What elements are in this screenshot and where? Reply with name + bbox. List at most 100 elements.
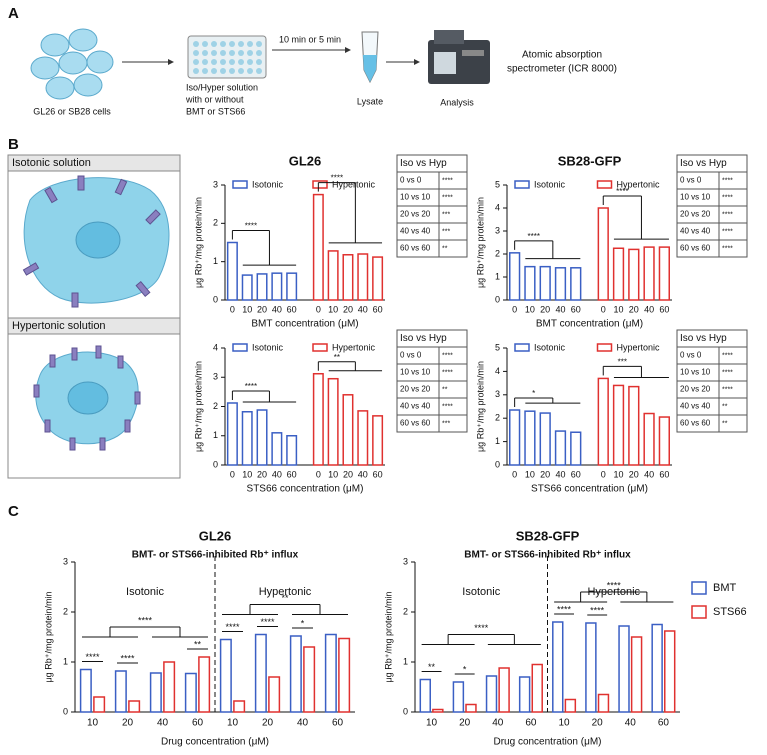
bar	[658, 416, 671, 466]
x-tick-label: 40	[555, 304, 565, 314]
bar	[570, 431, 582, 466]
table-text: ****	[722, 386, 733, 393]
y-tick-label: 1	[213, 256, 218, 266]
significance-label: *	[463, 664, 467, 674]
plate-icon	[187, 35, 267, 79]
chart-subtitle: BMT- or STS66-inhibited Rb⁺ influx	[132, 550, 299, 561]
x-tick-label: 20	[540, 304, 550, 314]
legend-swatch	[312, 343, 328, 352]
significance-label: **	[281, 593, 289, 603]
bar	[254, 633, 267, 713]
bar	[256, 273, 268, 301]
time-text: 10 min or 5 min	[279, 34, 341, 44]
x-tick-label: 40	[358, 304, 368, 314]
y-tick-label: 2	[495, 248, 500, 258]
bar	[539, 265, 551, 301]
x-tick-label: 40	[157, 718, 169, 729]
table-text: 0 vs 0	[680, 176, 702, 185]
bar	[643, 412, 655, 466]
y-axis-label: μg Rb⁺/mg protein/min	[193, 197, 203, 288]
x-tick-label: 60	[525, 718, 537, 729]
y-tick-label: 1	[403, 656, 408, 666]
table-header: Iso vs Hyp	[680, 158, 727, 169]
instrument-text: Atomic absorption	[522, 50, 602, 61]
bar	[531, 663, 543, 713]
x-tick-label: 60	[373, 469, 383, 479]
table-text: 40 vs 40	[400, 402, 431, 411]
legend-swatch	[691, 581, 707, 595]
x-tick-label: 0	[230, 304, 235, 314]
instrument-text: spectrometer (ICR 8000)	[507, 64, 617, 75]
bar	[357, 410, 369, 466]
bar	[342, 394, 354, 466]
illustration-header	[7, 154, 181, 172]
x-tick-label: 40	[297, 718, 309, 729]
x-tick-label: 60	[192, 718, 204, 729]
x-tick-label: 0	[316, 304, 321, 314]
legend-label: Isotonic	[252, 342, 284, 352]
bar	[163, 661, 176, 713]
x-axis-label: STS66 concentration (μM)	[531, 484, 648, 495]
table-text: 10 vs 10	[400, 368, 431, 377]
significance-label: ****	[120, 653, 135, 663]
bar	[184, 672, 197, 713]
y-tick-label: 4	[495, 366, 500, 376]
table-text: ****	[722, 228, 733, 235]
legend-label: Hypertonic	[332, 179, 376, 189]
significance-label: ****	[245, 382, 257, 391]
significance-label: ****	[138, 615, 153, 625]
table-text: ****	[442, 194, 453, 201]
x-axis-label: Drug concentration (μM)	[493, 737, 601, 748]
illustration-title: Hypertonic solution	[12, 320, 106, 332]
y-tick-label: 0	[63, 706, 68, 716]
x-tick-label: 10	[559, 718, 571, 729]
cells-icon	[30, 28, 114, 100]
bar	[271, 432, 283, 466]
illustration-title: Isotonic solution	[12, 157, 91, 169]
nucleus	[67, 381, 109, 415]
table-text: ****	[442, 369, 453, 376]
table-text: ****	[442, 403, 453, 410]
table-text: ***	[442, 211, 450, 218]
x-tick-label: 10	[525, 469, 535, 479]
panel-label: A	[8, 5, 19, 22]
chart-title: SB28-GFP	[558, 153, 622, 168]
bar	[518, 676, 531, 713]
table-cell	[438, 239, 468, 258]
y-axis-label: μg Rb⁺/mg protein/min	[475, 197, 485, 288]
table-text: 60 vs 60	[680, 419, 711, 428]
y-tick-label: 2	[63, 606, 68, 616]
legend-swatch	[232, 180, 248, 189]
solution-text: BMT or STS66	[186, 106, 245, 116]
bar	[570, 267, 582, 301]
bar	[597, 207, 609, 301]
bar	[539, 412, 551, 466]
cells-text: GL26 or SB28 cells	[33, 106, 111, 116]
tube-icon	[361, 31, 379, 84]
analysis-text: Analysis	[440, 97, 474, 107]
x-tick-label: 60	[332, 718, 344, 729]
bar	[372, 415, 384, 466]
bar	[419, 678, 431, 713]
bar	[226, 241, 238, 301]
bar	[268, 676, 281, 713]
x-tick-label: 40	[644, 304, 654, 314]
y-tick-label: 0	[213, 459, 218, 469]
bar	[128, 700, 141, 713]
panel-label: C	[8, 503, 19, 520]
y-tick-label: 0	[495, 459, 500, 469]
chart-title: GL26	[199, 528, 232, 543]
table-text: 60 vs 60	[400, 244, 431, 253]
significance-label: ****	[607, 580, 622, 590]
significance-label: ****	[557, 604, 572, 614]
x-axis-label: STS66 concentration (μM)	[247, 484, 364, 495]
solution-text: Iso/Hyper solution	[186, 82, 258, 92]
x-tick-label: 0	[316, 469, 321, 479]
significance-label: ****	[260, 617, 275, 627]
chart-title: SB28-GFP	[516, 528, 580, 543]
legend-swatch	[596, 180, 613, 189]
bar	[452, 681, 465, 713]
bar	[524, 410, 536, 466]
x-tick-label: 10	[328, 304, 338, 314]
y-tick-label: 3	[213, 179, 218, 189]
